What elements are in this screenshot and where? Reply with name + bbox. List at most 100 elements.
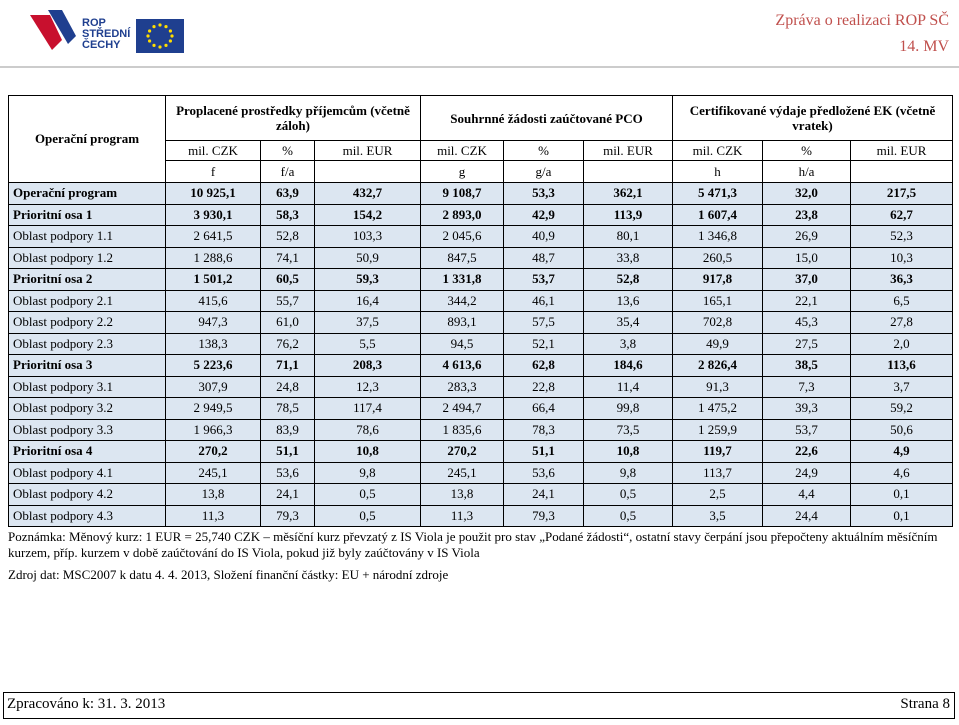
unit-cell: mil. EUR xyxy=(850,140,954,161)
value-cell: 52,8 xyxy=(260,225,315,248)
row-label: Oblast podpory 2.1 xyxy=(8,289,166,312)
value-cell: 117,4 xyxy=(314,397,421,420)
value-cell: 0,5 xyxy=(582,483,674,506)
logo-line: ROP xyxy=(82,17,106,29)
page-number: Strana 8 xyxy=(900,696,950,712)
row-label: Oblast podpory 4.2 xyxy=(8,483,166,506)
value-cell: 62,8 xyxy=(503,354,584,377)
value-cell: 61,0 xyxy=(260,311,315,334)
value-cell: 10,3 xyxy=(850,246,954,269)
notes: Poznámka: Měnový kurz: 1 EUR = 25,740 CZ… xyxy=(8,529,948,583)
value-cell: 184,6 xyxy=(582,354,674,377)
report-title: Zpráva o realizaci ROP SČ xyxy=(775,12,949,29)
code-cell: g xyxy=(420,160,504,183)
value-cell: 53,6 xyxy=(260,461,315,484)
code-cell xyxy=(850,160,954,183)
value-cell: 51,1 xyxy=(503,440,584,463)
row-label: Prioritní osa 2 xyxy=(8,268,166,291)
value-cell: 307,9 xyxy=(165,375,261,398)
value-cell: 217,5 xyxy=(850,182,954,205)
value-cell: 62,7 xyxy=(850,203,954,226)
table-row: Operační program 10 925,1 63,9 432,7 9 108,7… xyxy=(8,182,954,205)
unit-row: mil. CZK% mil. EUR mil. CZK% mil. EUR mil. C… xyxy=(9,140,954,161)
value-cell: 57,5 xyxy=(503,311,584,334)
value-cell: 78,5 xyxy=(260,397,315,420)
value-cell: 22,8 xyxy=(503,375,584,398)
code-cell xyxy=(314,160,421,183)
value-cell: 22,1 xyxy=(762,289,852,312)
value-cell: 2 641,5 xyxy=(165,225,261,248)
unit-cell: mil. CZK xyxy=(420,140,504,161)
logo-chevron xyxy=(30,15,62,50)
row-label: Prioritní osa 4 xyxy=(8,440,166,463)
value-cell: 37,5 xyxy=(314,311,421,334)
table-row: Oblast podpory 2.3 138,3 76,2 5,5 94,5 52,1 3,… xyxy=(8,332,954,355)
value-cell: 50,9 xyxy=(314,246,421,269)
value-cell: 45,3 xyxy=(762,311,852,334)
value-cell: 0,5 xyxy=(314,504,421,527)
value-cell: 847,5 xyxy=(420,246,504,269)
value-cell: 344,2 xyxy=(420,289,504,312)
code-row: f f/a g g/a h h/a xyxy=(9,160,954,183)
value-cell: 4,9 xyxy=(850,440,954,463)
value-cell: 270,2 xyxy=(420,440,504,463)
value-cell: 36,3 xyxy=(850,268,954,291)
value-cell: 1 331,8 xyxy=(420,268,504,291)
value-cell: 24,1 xyxy=(503,483,584,506)
value-cell: 1 501,2 xyxy=(165,268,261,291)
value-cell: 10 925,1 xyxy=(165,182,261,205)
table-row: Oblast podpory 2.1 415,6 55,7 16,4 344,2 46,1… xyxy=(8,289,954,312)
logo-line: ČECHY xyxy=(82,39,121,51)
value-cell: 245,1 xyxy=(165,461,261,484)
logo-line: STŘEDNÍ xyxy=(82,28,131,40)
unit-cell: % xyxy=(503,140,584,161)
unit-cell: % xyxy=(260,140,315,161)
value-cell: 11,3 xyxy=(420,504,504,527)
code-cell: h/a xyxy=(762,160,852,183)
value-cell: 59,3 xyxy=(314,268,421,291)
code-cell: f xyxy=(165,160,261,183)
value-cell: 78,6 xyxy=(314,418,421,441)
row-label: Oblast podpory 1.1 xyxy=(8,225,166,248)
value-cell: 0,1 xyxy=(850,504,954,527)
footer: Zpracováno k: 31. 3. 2013 Strana 8 xyxy=(3,692,955,719)
unit-cell: mil. EUR xyxy=(314,140,421,161)
value-cell: 0,5 xyxy=(582,504,674,527)
value-cell: 947,3 xyxy=(165,311,261,334)
table-row: Oblast podpory 3.3 1 966,3 83,9 78,6 1 835,6… xyxy=(8,418,954,441)
code-cell xyxy=(582,160,674,183)
value-cell: 2 949,5 xyxy=(165,397,261,420)
value-cell: 1 966,3 xyxy=(165,418,261,441)
value-cell: 9 108,7 xyxy=(420,182,504,205)
table-row: Oblast podpory 3.1 307,9 24,8 12,3 283,3 22,8… xyxy=(8,375,954,398)
value-cell: 78,3 xyxy=(503,418,584,441)
value-cell: 4 613,6 xyxy=(420,354,504,377)
value-cell: 113,9 xyxy=(582,203,674,226)
value-cell: 15,0 xyxy=(762,246,852,269)
value-cell: 3,5 xyxy=(672,504,764,527)
value-cell: 5 223,6 xyxy=(165,354,261,377)
value-cell: 27,5 xyxy=(762,332,852,355)
value-cell: 3 930,1 xyxy=(165,203,261,226)
unit-cell: mil. CZK xyxy=(165,140,261,161)
value-cell: 245,1 xyxy=(420,461,504,484)
value-cell: 3,8 xyxy=(582,332,674,355)
value-cell: 26,9 xyxy=(762,225,852,248)
eu-stars xyxy=(146,23,174,49)
value-cell: 1 607,4 xyxy=(672,203,764,226)
value-cell: 154,2 xyxy=(314,203,421,226)
row-label: Oblast podpory 3.2 xyxy=(8,397,166,420)
group-header: Proplacené prostředky příjemcům (včetně … xyxy=(165,95,421,141)
value-cell: 0,1 xyxy=(850,483,954,506)
value-cell: 83,9 xyxy=(260,418,315,441)
row-label: Oblast podpory 3.3 xyxy=(8,418,166,441)
value-cell: 5,5 xyxy=(314,332,421,355)
value-cell: 35,4 xyxy=(582,311,674,334)
value-cell: 2 826,4 xyxy=(672,354,764,377)
note: Zdroj dat: MSC2007 k datu 4. 4. 2013, Sl… xyxy=(8,567,449,582)
value-cell: 2,5 xyxy=(672,483,764,506)
value-cell: 1 346,8 xyxy=(672,225,764,248)
header-cell: Operační program xyxy=(8,95,166,183)
row-label: Prioritní osa 1 xyxy=(8,203,166,226)
